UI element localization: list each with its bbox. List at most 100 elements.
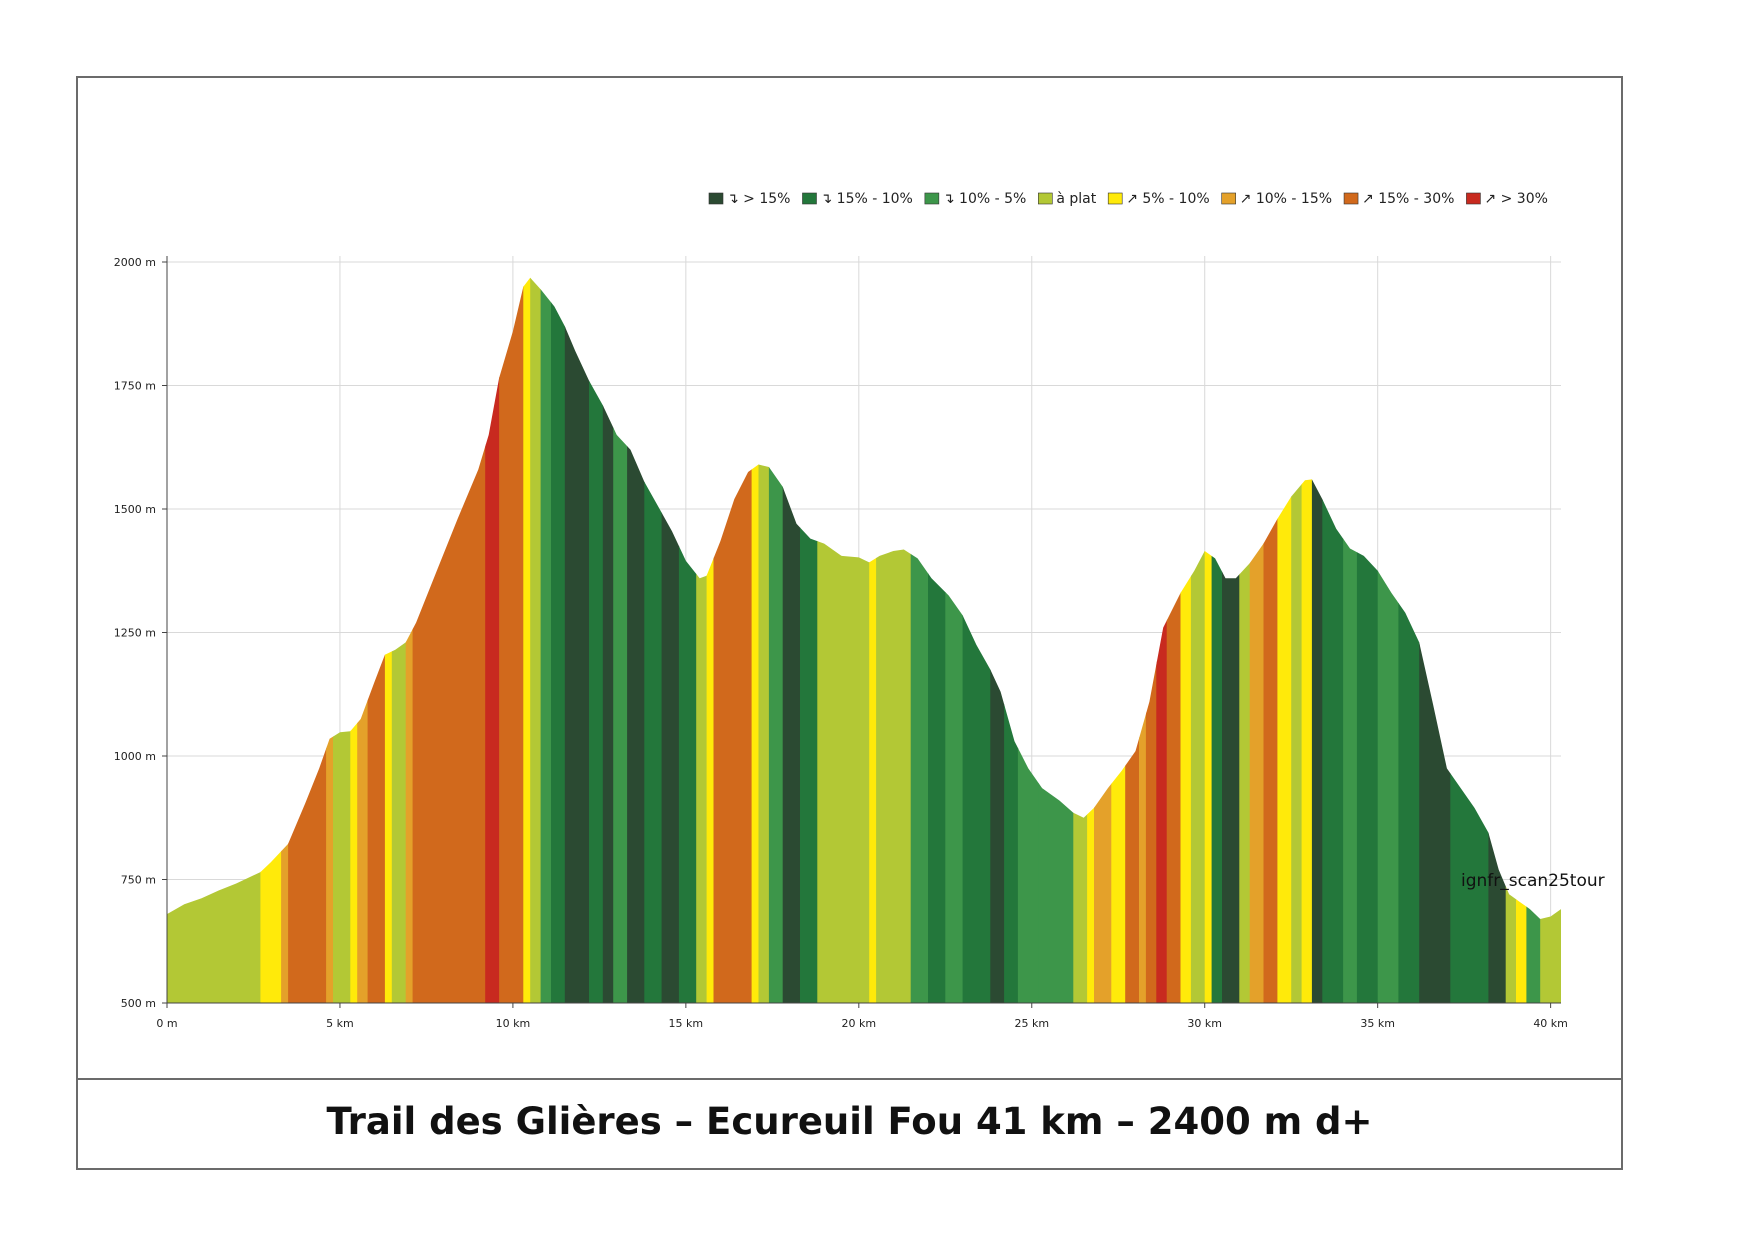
slope-segment [1038, 277, 1074, 1003]
slope-segment [696, 277, 708, 1003]
slope-segment [551, 277, 566, 1003]
slope-segment [485, 277, 500, 1003]
slope-segment [357, 277, 369, 1003]
slope-segment [613, 277, 628, 1003]
legend-label: ↗ 15% - 30% [1362, 191, 1454, 207]
x-tick-label: 20 km [842, 1017, 877, 1030]
slope-segment [706, 277, 715, 1003]
legend-swatch [1343, 192, 1359, 205]
legend-swatch [708, 192, 724, 205]
legend-swatch [1107, 192, 1123, 205]
legend-label: ↗ 10% - 15% [1240, 191, 1332, 207]
slope-segment [751, 277, 760, 1003]
slope-segment [1139, 277, 1147, 1003]
slope-segment [1222, 277, 1240, 1003]
slope-segment [910, 277, 929, 1003]
x-tick-label: 35 km [1360, 1017, 1395, 1030]
slope-segment [288, 277, 327, 1003]
legend-label: ↴ > 15% [727, 191, 790, 207]
slope-segment [841, 277, 870, 1003]
x-tick-label: 10 km [496, 1017, 531, 1030]
slope-segment [350, 277, 358, 1003]
slope-segment [782, 277, 801, 1003]
slope-segment [1004, 277, 1019, 1003]
slope-segment [661, 277, 680, 1003]
slope-segment [589, 277, 604, 1003]
y-tick-label: 500 m [121, 997, 156, 1010]
slope-segment [1356, 277, 1379, 1003]
slope-segment [602, 277, 614, 1003]
slope-segment [1239, 277, 1251, 1003]
legend-swatch [1038, 192, 1053, 205]
slope-segment [768, 277, 784, 1003]
slope-segment [1211, 277, 1223, 1003]
slope-segment [817, 277, 843, 1003]
x-tick-label: 30 km [1187, 1017, 1222, 1030]
slope-segment [260, 277, 282, 1003]
elevation-profile-chart: 500 m 750 m 1000 m 1250 m 1500 m 1750 m 2000 m… [114, 191, 1605, 1030]
slope-segment [1190, 277, 1206, 1003]
legend-swatch [1466, 192, 1481, 205]
slope-segment [1419, 277, 1451, 1003]
slope-segment [1398, 277, 1420, 1003]
slope-segment [1125, 277, 1140, 1003]
y-tick-label: 1250 m [114, 627, 156, 640]
slope-segment [1156, 277, 1168, 1003]
slope-segment [1301, 277, 1313, 1003]
slope-segment [523, 277, 531, 1003]
slope-segment [564, 277, 590, 1003]
y-tick-label: 1500 m [114, 503, 156, 516]
y-tick-label: 750 m [121, 874, 156, 887]
legend-label: ↗ > 30% [1484, 191, 1547, 207]
slope-segment [1343, 277, 1358, 1003]
axes: 500 m 750 m 1000 m 1250 m 1500 m 1750 m 2000 m… [114, 256, 1568, 1030]
slope-segment [928, 277, 946, 1003]
x-tick-label: 5 km [326, 1017, 354, 1030]
profile-area [167, 277, 1561, 1003]
legend-label: ↗ 5% - 10% [1126, 191, 1209, 207]
legend-swatch [802, 192, 817, 205]
y-tick-label: 2000 m [114, 256, 156, 269]
legend-label: ↴ 10% - 5% [943, 191, 1026, 207]
slope-segment [1263, 277, 1278, 1003]
x-tick-label: 25 km [1014, 1017, 1049, 1030]
slope-segment [540, 277, 552, 1003]
slope-segment [326, 277, 334, 1003]
slope-segment [1087, 277, 1095, 1003]
legend-label: à plat [1056, 191, 1096, 207]
slope-segment [962, 277, 991, 1003]
slope-segment [391, 277, 407, 1003]
legend-label: ↴ 15% - 10% [820, 191, 912, 207]
slope-segment [1277, 277, 1292, 1003]
slope-segment [800, 277, 818, 1003]
slope-segment [1311, 277, 1323, 1003]
slope-segment [1017, 277, 1040, 1003]
slope-segment [644, 277, 663, 1003]
x-tick-label: 40 km [1533, 1017, 1568, 1030]
slope-segment [1145, 277, 1157, 1003]
caption-divider [76, 1078, 1623, 1080]
slope-segment [869, 277, 877, 1003]
slope-segment [384, 277, 393, 1003]
x-tick-label: 0 m [156, 1017, 177, 1030]
slope-segment [1322, 277, 1344, 1003]
slope-segment [167, 277, 261, 1003]
slope-segment [412, 277, 486, 1003]
slope-segment [1249, 277, 1265, 1003]
slope-segment [1073, 277, 1088, 1003]
slope-segment [1204, 277, 1213, 1003]
slope-segment [1094, 277, 1112, 1003]
x-tick-label: 15 km [669, 1017, 704, 1030]
slope-segment [1377, 277, 1400, 1003]
slope-segment [499, 277, 524, 1003]
slope-segment [758, 277, 770, 1003]
slope-segment [367, 277, 386, 1003]
legend: ↴ > 15% ↴ 15% - 10% ↴ 10% - 5% à plat ↗ 5% -… [708, 191, 1548, 207]
watermark-label: ignfr_scan25tour [1461, 871, 1605, 891]
slope-segment [333, 277, 351, 1003]
slope-segment [678, 277, 697, 1003]
chart-caption: Trail des Glières – Ecureuil Fou 41 km –… [326, 1100, 1373, 1143]
slope-segment [876, 277, 912, 1003]
chart-frame [76, 76, 1623, 1170]
slope-segment [1180, 277, 1192, 1003]
